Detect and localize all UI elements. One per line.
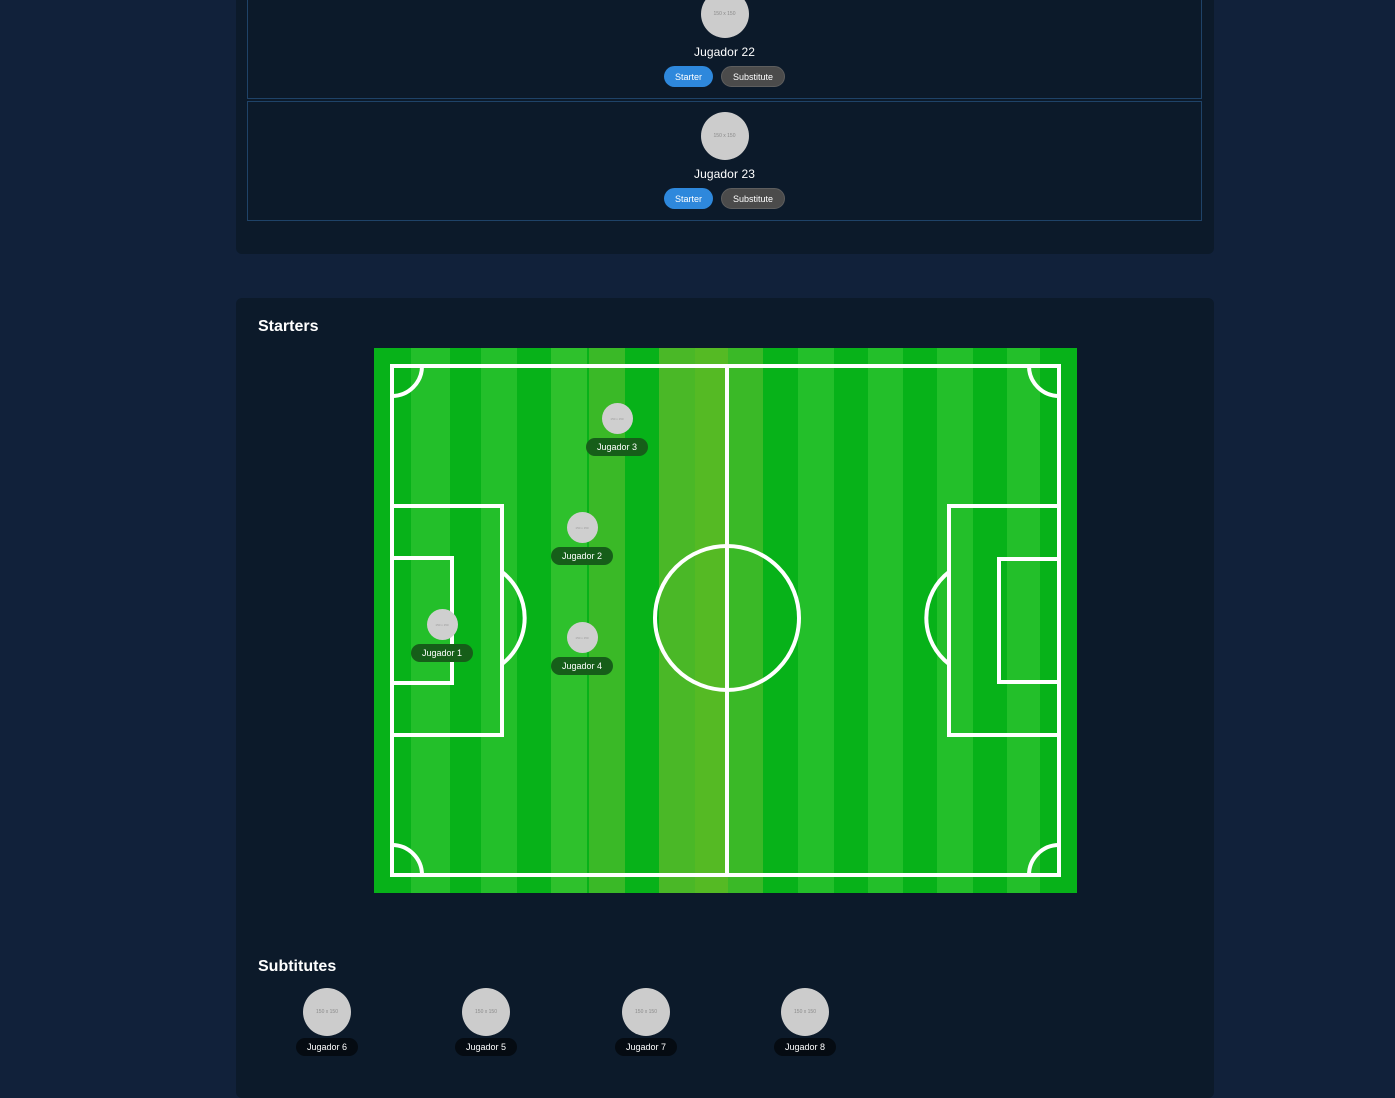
player-name: Jugador 7 [614, 1038, 678, 1056]
player-avatar: 150 x 150 [601, 403, 633, 434]
player-avatar: 150 x 150 [462, 988, 510, 1036]
player-avatar: 150 x 150 [303, 988, 351, 1036]
starter-button[interactable]: Starter [663, 188, 713, 209]
starter-token[interactable]: 150 x 150 Jugador 2 [542, 512, 622, 565]
player-name: Jugador 23 [693, 167, 756, 181]
player-name: Jugador 4 [550, 657, 614, 675]
player-avatar: 150 x 150 [426, 609, 458, 640]
starter-token[interactable]: 150 x 150 Jugador 1 [402, 609, 482, 662]
substitute-token[interactable]: 150 x 150 Jugador 7 [606, 988, 686, 1056]
player-avatar: 150 x 150 [566, 512, 598, 543]
player-avatar: 150 x 150 [781, 988, 829, 1036]
player-card: 150 x 150 Jugador 23 Starter Substitute [247, 101, 1202, 221]
player-card: 150 x 150 Jugador 22 Starter Substitute [247, 0, 1202, 99]
player-name: Jugador 22 [693, 45, 756, 59]
starters-title: Starters [258, 318, 319, 335]
substitute-token[interactable]: 150 x 150 Jugador 6 [287, 988, 367, 1056]
substitute-token[interactable]: 150 x 150 Jugador 5 [446, 988, 526, 1056]
player-actions: Starter Substitute [663, 66, 786, 87]
player-list-panel: 150 x 150 Jugador 22 Starter Substitute … [236, 0, 1214, 254]
player-name: Jugador 1 [410, 644, 474, 662]
player-name: Jugador 8 [773, 1038, 837, 1056]
player-avatar: 150 x 150 [700, 0, 749, 38]
substitute-button[interactable]: Substitute [720, 188, 786, 209]
player-avatar: 150 x 150 [700, 112, 749, 160]
pitch-drawing [374, 348, 1077, 893]
substitutes-title: Subtitutes [258, 958, 337, 975]
starter-token[interactable]: 150 x 150 Jugador 4 [542, 622, 622, 675]
substitute-token[interactable]: 150 x 150 Jugador 8 [765, 988, 845, 1056]
substitute-button[interactable]: Substitute [720, 66, 786, 87]
starter-button[interactable]: Starter [663, 66, 713, 87]
player-actions: Starter Substitute [663, 188, 786, 209]
player-name: Jugador 3 [585, 438, 649, 456]
football-pitch: 150 x 150 Jugador 3 150 x 150 Jugador 2 … [374, 348, 1077, 893]
player-name: Jugador 2 [550, 547, 614, 565]
starter-token[interactable]: 150 x 150 Jugador 3 [577, 403, 657, 456]
player-name: Jugador 5 [454, 1038, 518, 1056]
player-avatar: 150 x 150 [566, 622, 598, 653]
player-avatar: 150 x 150 [622, 988, 670, 1036]
player-name: Jugador 6 [295, 1038, 359, 1056]
lineup-panel: Starters [236, 298, 1214, 1098]
